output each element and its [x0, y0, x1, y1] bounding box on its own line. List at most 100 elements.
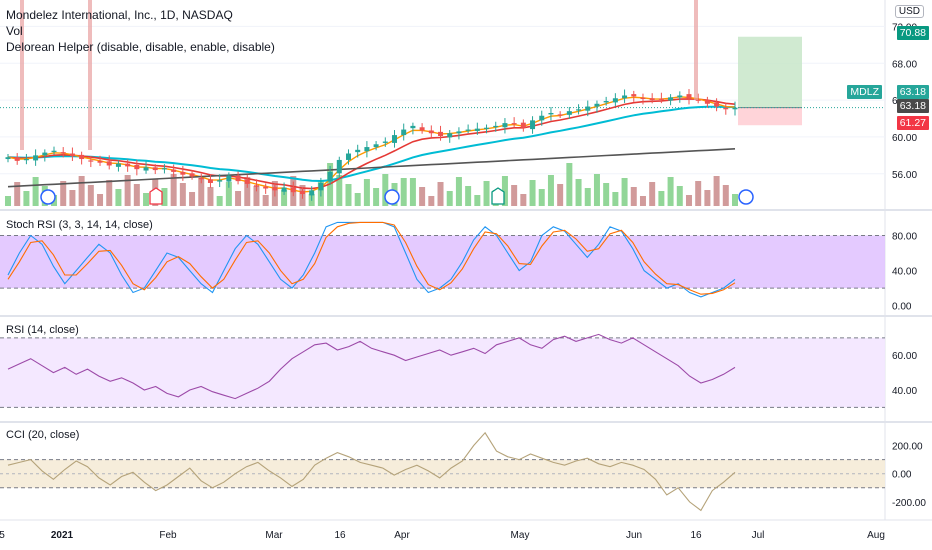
candle-body: [631, 94, 637, 97]
volume-bar: [179, 183, 186, 206]
time-tick-label: 2021: [51, 530, 74, 541]
candle-body: [106, 161, 112, 166]
time-axis[interactable]: 5 2021 Feb Mar 16 Apr May Jun 16 Jul Aug: [0, 530, 885, 541]
time-tick-label: Mar: [265, 530, 283, 541]
candle-body: [658, 98, 664, 100]
signal-arrow: [694, 0, 698, 100]
volume-bar: [455, 177, 462, 206]
candle-body: [14, 157, 20, 161]
volume-bar: [207, 187, 214, 206]
volume-bar: [216, 196, 223, 206]
event-markers: [20, 0, 754, 205]
volume-bar: [538, 189, 545, 206]
candle-body: [97, 160, 103, 163]
volume-bar: [621, 178, 628, 206]
time-tick-label: 5: [0, 530, 5, 541]
stoch-rsi-title: Stoch RSI (3, 3, 14, 14, close): [6, 219, 153, 231]
candle-body: [217, 180, 223, 182]
candle-body: [143, 167, 149, 171]
volume-bar: [69, 190, 76, 206]
volume-bar: [704, 190, 711, 206]
volume-bar: [649, 182, 656, 206]
candle-body: [272, 187, 278, 191]
candle-body: [410, 125, 416, 129]
indicator-tick-label: 0.00: [892, 302, 912, 313]
candle-body: [364, 147, 370, 152]
volume-bar: [143, 193, 150, 206]
time-tick-label: Apr: [394, 530, 410, 541]
volume-bar: [593, 174, 600, 206]
volume-bar: [713, 176, 720, 206]
target-price-tag: 70.88: [896, 26, 929, 40]
currency-button[interactable]: USD: [894, 5, 924, 18]
time-tick-label: Jul: [752, 530, 765, 541]
stoch-rsi-pane[interactable]: [0, 221, 885, 298]
candle-body: [42, 152, 48, 156]
volume-bar: [511, 185, 518, 206]
rsi-pane[interactable]: [0, 333, 885, 408]
candle-body: [456, 131, 462, 134]
candle-body: [493, 125, 499, 128]
candle-body: [382, 141, 388, 143]
long-position-tool[interactable]: [0, 36, 885, 126]
volume-bar: [170, 174, 177, 206]
volume-bar: [345, 184, 352, 206]
candle-body: [548, 112, 554, 115]
price-tick-label: 68.00: [892, 59, 917, 70]
candle-body: [51, 150, 57, 152]
candle-body: [263, 186, 269, 189]
candle-body: [253, 185, 259, 187]
candle-body: [299, 190, 305, 195]
candle-body: [180, 171, 186, 175]
candle-body: [33, 155, 39, 161]
time-tick-label: Aug: [867, 530, 885, 541]
volume-bar: [732, 194, 738, 206]
volume-bar: [483, 181, 490, 206]
candle-body: [336, 159, 342, 174]
cci-pane[interactable]: [0, 431, 885, 512]
candle-body: [732, 107, 738, 110]
volume-bar: [281, 190, 288, 206]
candle-body: [603, 101, 609, 103]
candle-body: [649, 98, 655, 101]
candle-body: [244, 179, 250, 184]
volume-bar: [400, 178, 407, 206]
volume-bar: [87, 185, 94, 206]
price-tick-label: 60.00: [892, 133, 917, 144]
time-tick-label: Jun: [626, 530, 642, 541]
price-tick-label: 56.00: [892, 170, 917, 181]
volume-bar: [161, 188, 168, 206]
candle-body: [327, 171, 333, 182]
candle-body: [668, 97, 674, 101]
indicator-band: [0, 235, 885, 289]
profit-zone: [738, 36, 802, 108]
candle-body: [447, 133, 453, 138]
volume-bar: [547, 175, 554, 206]
volume-bar: [501, 176, 508, 206]
volume-bar: [428, 196, 435, 206]
candle-body: [198, 177, 204, 180]
candle-body: [557, 114, 563, 116]
candle-body: [125, 163, 131, 167]
candle-body: [640, 97, 646, 99]
volume-bar: [685, 195, 692, 206]
signal-arrow: [20, 0, 24, 150]
candle-body: [161, 168, 167, 170]
volume-bar: [676, 186, 683, 206]
candle-body: [171, 169, 177, 172]
volume-bar: [584, 188, 591, 206]
volume-bar: [630, 187, 637, 206]
candle-body: [419, 127, 425, 131]
candle-body: [134, 165, 140, 170]
candle-body: [189, 173, 195, 177]
ema-orange-line: [7, 96, 736, 193]
candle-body: [622, 95, 628, 99]
indicator-tick-label: 200.00: [892, 442, 923, 453]
volume-bar: [23, 191, 30, 206]
volume-bar: [14, 182, 21, 206]
price-pane[interactable]: [0, 0, 885, 206]
candle-body: [566, 111, 572, 115]
ema-red-line: [7, 98, 736, 190]
earnings-marker: [491, 187, 505, 205]
candle-body: [88, 160, 94, 162]
